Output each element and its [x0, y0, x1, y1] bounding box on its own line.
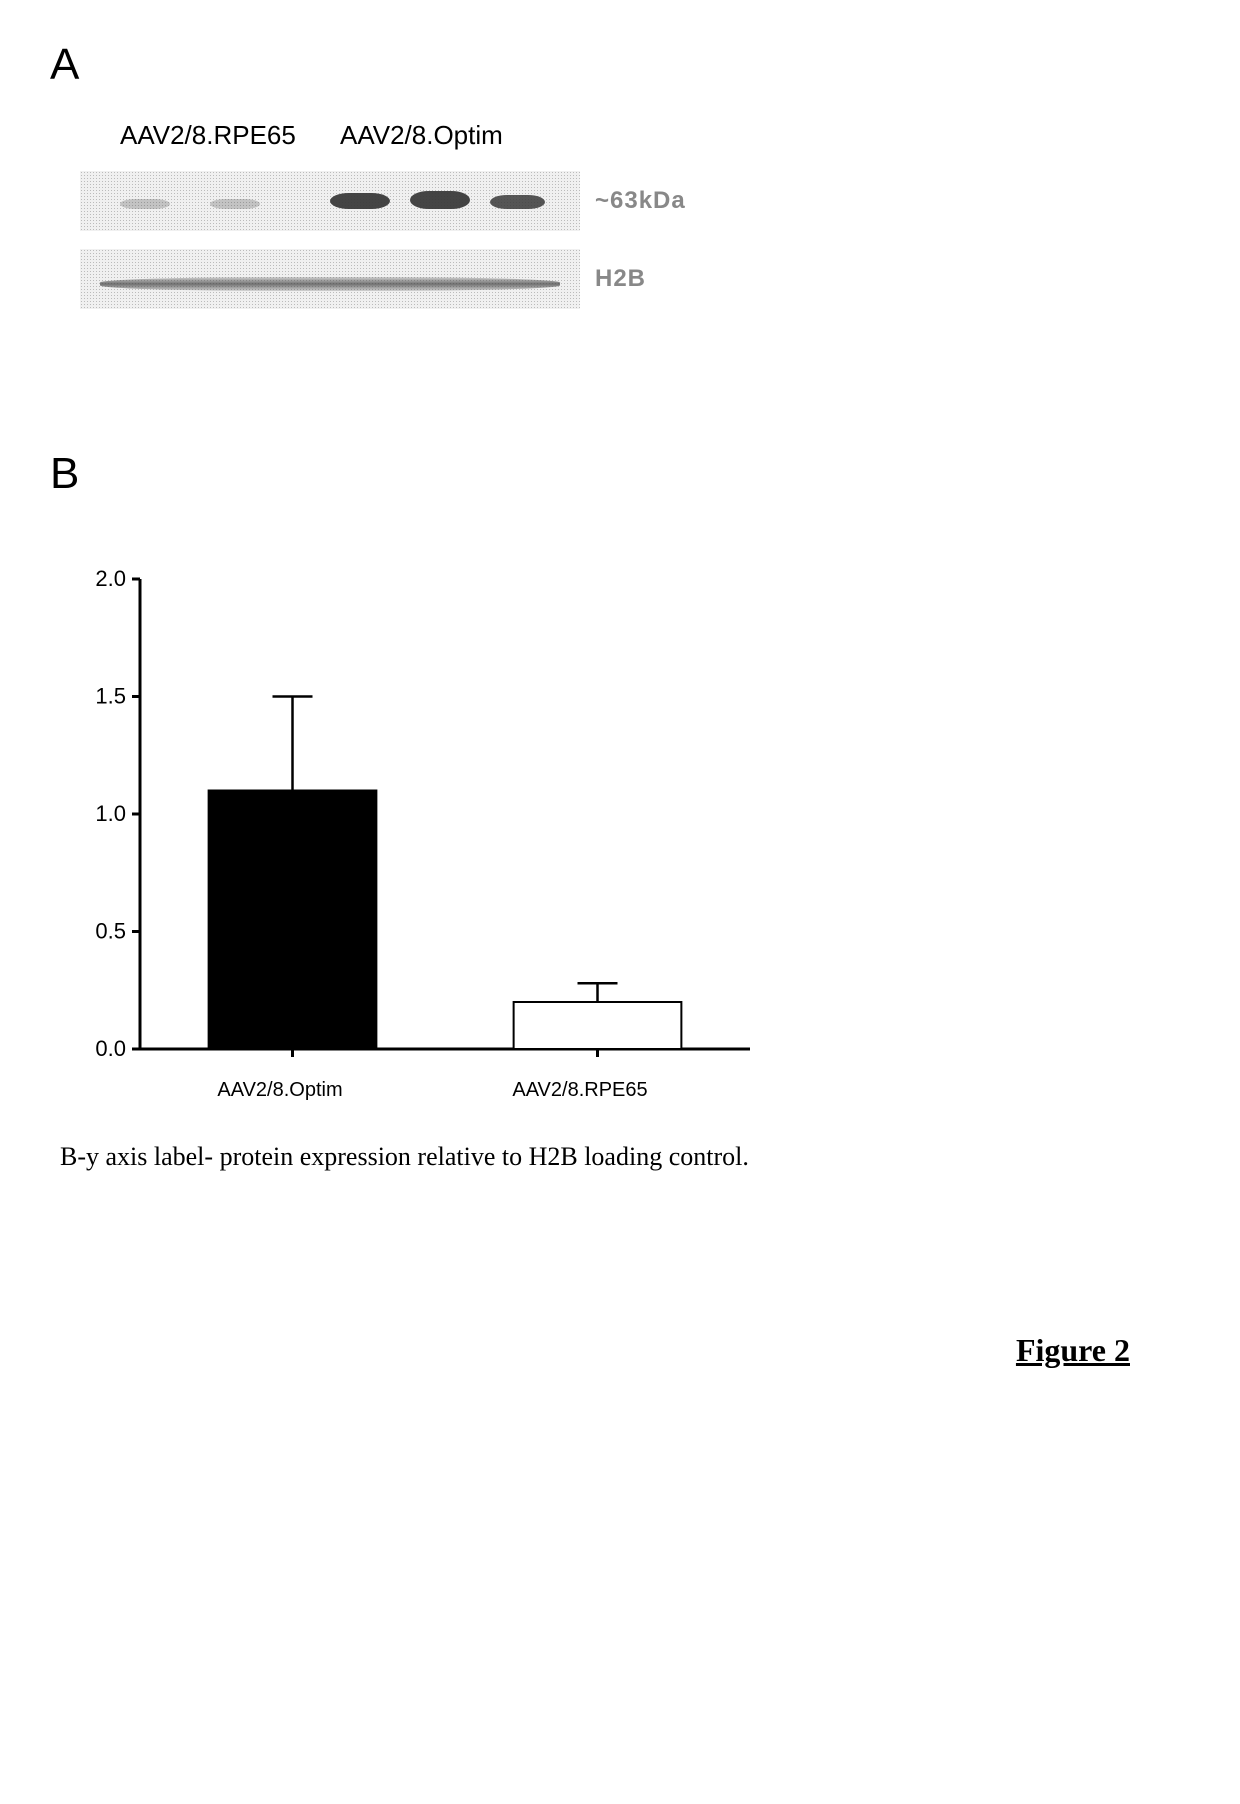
svg-text:1.0: 1.0 [95, 801, 126, 826]
blot-strip-h2b [80, 249, 580, 309]
svg-text:1.5: 1.5 [95, 684, 126, 709]
x-axis-labels: AAV2/8.Optim AAV2/8.RPE65 [130, 1079, 730, 1102]
panel-b: 0.0 0.5 1.0 1.5 2.0 AAV2/8.Optim AAV2/8.RPE6… [50, 559, 1190, 1102]
blot-header-right: AAV2/8.Optim [340, 120, 503, 151]
svg-text:0.5: 0.5 [95, 919, 126, 944]
blot-strip-63kda [80, 171, 580, 231]
svg-text:2.0: 2.0 [95, 566, 126, 591]
blot-row-1: ~63kDa [80, 171, 1190, 231]
x-label-1: AAV2/8.RPE65 [430, 1079, 730, 1102]
blot-label-63kda: ~63kDa [595, 187, 686, 215]
blot-label-h2b: H2B [595, 265, 646, 293]
panel-a-label: A [50, 40, 1190, 90]
figure-label: Figure 2 [50, 1332, 1130, 1369]
x-label-0: AAV2/8.Optim [130, 1079, 430, 1102]
panel-b-label: B [50, 449, 1190, 499]
caption-text: B-y axis label- protein expression relat… [60, 1142, 1190, 1172]
bar-chart: 0.0 0.5 1.0 1.5 2.0 [70, 559, 770, 1079]
blot-header-left: AAV2/8.RPE65 [120, 120, 340, 151]
blot-row-2: H2B [80, 249, 1190, 309]
panel-a: AAV2/8.RPE65 AAV2/8.Optim ~63kDa H2B [50, 120, 1190, 309]
svg-text:0.0: 0.0 [95, 1036, 126, 1061]
blot-header: AAV2/8.RPE65 AAV2/8.Optim [80, 120, 1190, 151]
